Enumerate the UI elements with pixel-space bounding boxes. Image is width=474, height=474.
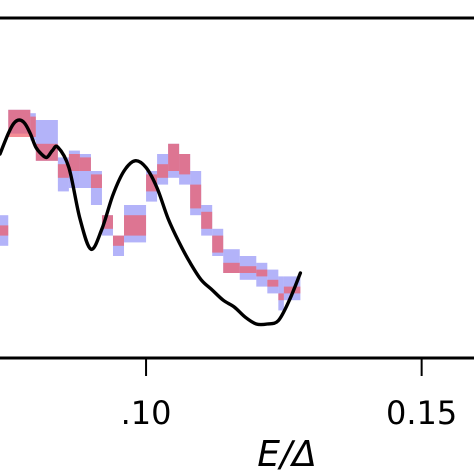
red-band-bin-1 xyxy=(8,109,31,137)
red-band-bin-21 xyxy=(267,279,279,287)
red-band-bin-22 xyxy=(278,293,284,301)
red-band-bin-14 xyxy=(179,154,191,175)
red-band-bin-10 xyxy=(124,215,147,236)
x-tick-label-0: .10 xyxy=(121,394,172,432)
curve-group xyxy=(0,118,303,327)
red-band-bin-6 xyxy=(79,157,91,171)
red-band-bin-4 xyxy=(57,164,69,178)
red-band-bin-13 xyxy=(168,143,180,171)
red-band-bin-12 xyxy=(157,164,169,178)
red-band-bin-8 xyxy=(101,215,113,229)
red-band-bin-18 xyxy=(223,262,240,273)
red-band-bin-11 xyxy=(146,174,158,192)
series-curve xyxy=(0,118,303,327)
red-band-bin-17 xyxy=(212,235,224,253)
red-band-bin-15 xyxy=(190,184,202,209)
red-band-bin-16 xyxy=(201,211,213,229)
x-axis-ticks: .10 0.15 xyxy=(121,358,457,432)
red-band-bin-20 xyxy=(256,269,268,277)
red-band-bin-9 xyxy=(112,235,125,246)
red-band-bin-0 xyxy=(0,225,9,236)
x-tick-label-1: 0.15 xyxy=(386,394,457,432)
x-axis-label: E/Δ xyxy=(257,434,317,474)
red-step-band xyxy=(0,109,301,301)
red-band-bin-7 xyxy=(90,174,102,188)
red-band-bin-5 xyxy=(68,154,80,171)
red-band-bin-19 xyxy=(239,266,257,273)
red-band-bin-2 xyxy=(30,116,36,137)
